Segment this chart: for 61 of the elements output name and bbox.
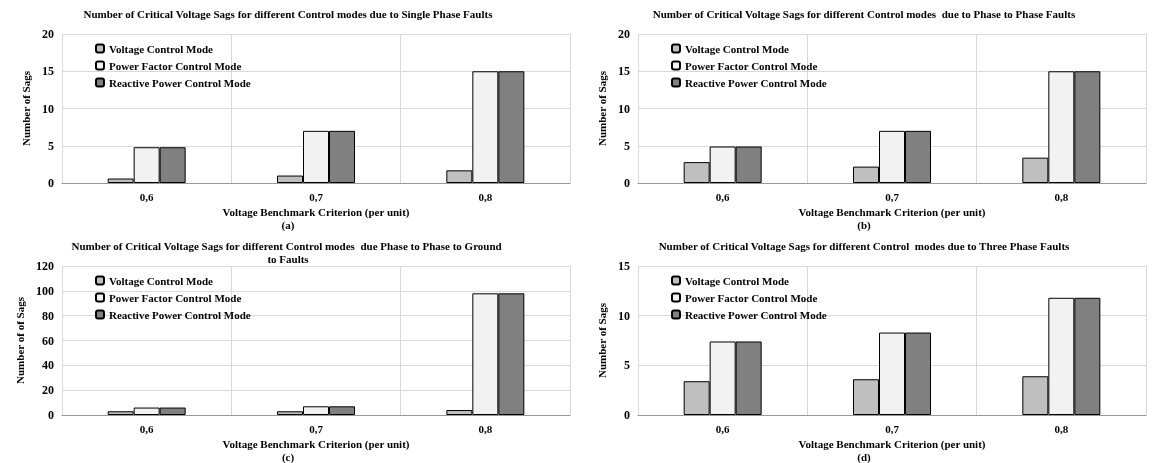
y-tick-label: 5 — [624, 138, 630, 153]
legend-label: Power Factor Control Mode — [685, 291, 818, 303]
text: (d) — [857, 450, 872, 463]
y-tick-label: 60 — [42, 333, 54, 347]
legend-label: Reactive Power Control Mode — [685, 76, 827, 89]
x-axis-title: Voltage Benchmark Criterion (per unit) — [222, 206, 410, 220]
y-tick-label: 10 — [618, 101, 630, 116]
y-tick-label: 0 — [48, 407, 54, 422]
y-tick-label: 15 — [618, 258, 630, 273]
y-tick-label: 20 — [618, 27, 630, 41]
legend-label: Reactive Power Control Mode — [109, 76, 251, 89]
y-tick-label: 100 — [36, 283, 54, 298]
y-tick-label: 15 — [618, 64, 630, 79]
x-tick-label: 0,7 — [885, 190, 900, 203]
legend-label: Power Factor Control Mode — [109, 291, 242, 303]
y-tick-label: 80 — [42, 308, 54, 323]
y-tick-label: 0 — [624, 176, 630, 190]
x-axis-title: Voltage Benchmark Criterion (per unit) — [798, 206, 986, 220]
y-tick-label: 0 — [624, 407, 630, 422]
x-tick-label: 0,6 — [715, 422, 731, 434]
y-axis-title: Number of Sags — [595, 70, 608, 146]
x-tick-label: 0,8 — [1054, 422, 1069, 434]
legend-label: Voltage Control Mode — [109, 274, 213, 286]
x-tick-label: 0,6 — [139, 422, 155, 434]
chart-title: Number of Critical Voltage Sags for different Control modes due to Three Phase Faults — [658, 239, 1071, 251]
legend-label: Voltage Control Mode — [109, 42, 213, 55]
y-tick-label: 5 — [624, 357, 630, 372]
y-tick-label: 5 — [48, 138, 54, 153]
legend-label: Voltage Control Mode — [685, 42, 789, 55]
x-tick-label: 0,6 — [139, 190, 155, 203]
x-axis-title: Voltage Benchmark Criterion (per unit) — [222, 437, 410, 451]
x-tick-label: 0,6 — [715, 190, 731, 203]
y-axis-title: Number of of Sags — [13, 295, 26, 384]
chart-title: Number of Critical Voltage Sags for different Control modes due to Single Phase Faults — [83, 7, 494, 20]
y-tick-label: 120 — [36, 258, 54, 273]
legend-label: Voltage Control Mode — [685, 274, 789, 286]
y-axis-title: Number of Sags — [595, 301, 608, 378]
y-tick-label: 20 — [42, 27, 54, 41]
legend-label: Power Factor Control Mode — [685, 59, 818, 72]
chart-title: Number of Critical Voltage Sags for different Control modes due Phase to Phase to Ground to Faults — [71, 239, 505, 264]
legend-label: Reactive Power Control Mode — [685, 308, 827, 320]
x-tick-label: 0,8 — [478, 422, 493, 434]
chart-title: Number of Critical Voltage Sags for different Control modes due to Phase to Phase Faults — [652, 7, 1076, 20]
x-tick-label: 0,7 — [885, 422, 900, 434]
y-tick-label: 10 — [42, 101, 54, 116]
x-tick-label: 0,8 — [478, 190, 493, 203]
y-axis-title: Number of Sags — [19, 70, 32, 146]
text: (b) — [857, 218, 872, 232]
x-axis-title: Voltage Benchmark Criterion (per unit) — [798, 437, 986, 451]
y-tick-label: 20 — [42, 382, 54, 397]
text: (c) — [281, 450, 295, 463]
x-tick-label: 0,7 — [309, 190, 324, 203]
y-tick-label: 40 — [42, 357, 54, 372]
legend-label: Power Factor Control Mode — [109, 59, 242, 72]
y-tick-label: 10 — [618, 308, 630, 323]
text: (a) — [281, 218, 295, 232]
x-tick-label: 0,8 — [1054, 190, 1069, 203]
x-tick-label: 0,7 — [309, 422, 324, 434]
legend-label: Reactive Power Control Mode — [109, 308, 251, 320]
y-tick-label: 15 — [42, 64, 54, 79]
y-tick-label: 0 — [48, 176, 54, 190]
